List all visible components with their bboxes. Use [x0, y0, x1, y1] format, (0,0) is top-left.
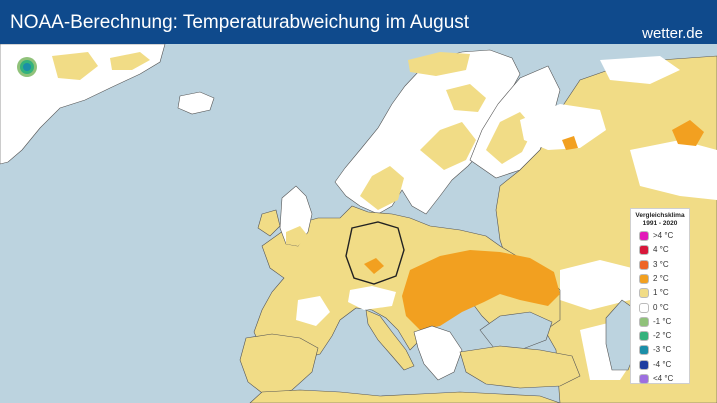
legend-swatch	[639, 288, 649, 299]
russia-neutral-area	[630, 140, 717, 200]
russia-warm-spot	[672, 120, 704, 146]
legend-label: 0 °C	[653, 302, 669, 312]
legend-label: 4 °C	[653, 245, 669, 255]
temperature-anomaly-map[interactable]	[0, 44, 717, 403]
russia-neutral-area	[560, 260, 640, 310]
greenland-anomaly-patch	[110, 52, 150, 70]
legend-swatch	[639, 359, 649, 370]
legend-swatch	[639, 273, 649, 284]
temperature-legend: Vergleichsklima 1991 - 2020 >4 °C 4 °C 3 °…	[630, 208, 690, 384]
russia-neutral-area	[520, 104, 606, 150]
scandinavia-anomaly	[420, 122, 476, 170]
legend-swatch	[639, 374, 649, 384]
russia-neutral-area	[600, 56, 680, 84]
italy-landmass	[365, 309, 415, 371]
legend-label: -4 °C	[653, 359, 672, 369]
greenland-cold-spot	[23, 63, 31, 71]
iceland-landmass	[177, 91, 215, 115]
legend-label: 1 °C	[653, 288, 669, 298]
scandinavia-anomaly	[360, 166, 404, 210]
scandinavia-anomaly	[446, 84, 486, 112]
legend-label: 2 °C	[653, 273, 669, 283]
legend-swatch	[639, 259, 649, 270]
page-title: NOAA-Berechnung: Temperaturabweichung im…	[10, 12, 470, 33]
legend-swatch	[639, 245, 649, 256]
legend-label: -1 °C	[653, 316, 672, 326]
legend-label: <4 °C	[653, 374, 674, 383]
header-bar: NOAA-Berechnung: Temperaturabweichung im…	[0, 0, 717, 44]
france-neutral-area	[296, 296, 330, 326]
legend-swatch	[639, 331, 649, 342]
legend-label: >4 °C	[653, 231, 674, 240]
legend-swatch	[639, 345, 649, 356]
great-britain-anomaly	[286, 226, 308, 246]
legend-label: -3 °C	[653, 345, 672, 355]
germany-region	[345, 221, 405, 285]
legend-swatch	[639, 231, 649, 241]
legend-period: 1991 - 2020	[642, 220, 678, 227]
brand-logo[interactable]: wetter.de	[642, 25, 703, 42]
north-africa-landmass	[249, 389, 561, 403]
greenland-landmass	[0, 44, 166, 165]
balkans-landmass	[413, 325, 463, 381]
legend-label: 3 °C	[653, 259, 669, 269]
legend-title: Vergleichsklima	[635, 212, 685, 219]
iberia-landmass	[239, 333, 319, 397]
scandinavia-anomaly	[408, 52, 470, 76]
legend-label: -2 °C	[653, 331, 672, 341]
turkey-landmass	[459, 345, 581, 389]
germany-warm-spot	[364, 258, 384, 274]
eastern-europe-warm-area	[402, 250, 560, 330]
alps-neutral-area	[348, 286, 396, 310]
legend-swatch	[639, 316, 649, 327]
greenland-anomaly-patch	[52, 52, 98, 80]
russia-warm-spot	[562, 136, 578, 150]
legend-swatch	[639, 302, 649, 313]
ireland-landmass	[257, 209, 281, 237]
